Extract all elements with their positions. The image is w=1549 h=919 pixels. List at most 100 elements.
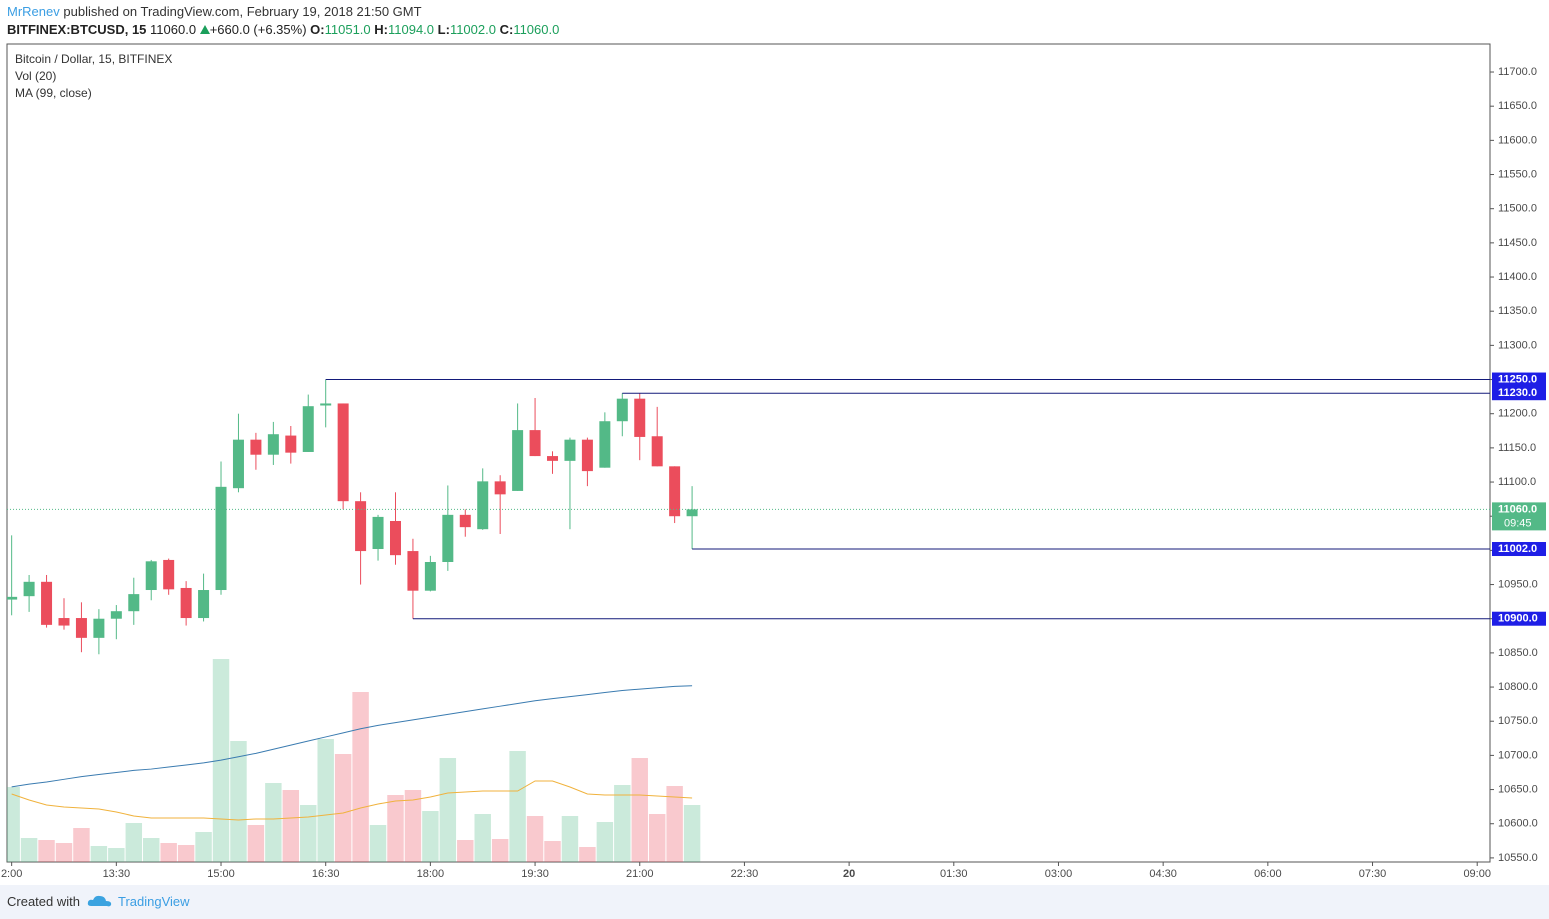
y-tick-label: 10950.0 — [1498, 578, 1538, 590]
candle-body — [494, 481, 506, 495]
volume-bar — [300, 805, 317, 862]
volume-pane — [7, 659, 701, 862]
candle-body — [110, 611, 122, 619]
candle-body — [407, 551, 419, 591]
x-tick-label: 06:00 — [1254, 868, 1282, 880]
y-tick-label: 11650.0 — [1498, 100, 1537, 112]
volume-bar — [457, 840, 474, 862]
y-tick-label: 10600.0 — [1498, 818, 1538, 830]
last: 11060.0 — [150, 22, 197, 37]
candle-body — [686, 509, 698, 517]
low: 11002.0 — [449, 22, 496, 37]
candle-body — [145, 561, 157, 591]
candle-body — [442, 514, 454, 562]
level-tag — [1492, 386, 1546, 401]
y-tick-label: 11500.0 — [1498, 203, 1537, 215]
y-tick-label: 11700.0 — [1498, 66, 1537, 78]
volume-bar — [160, 843, 177, 862]
x-tick-label: 04:30 — [1149, 868, 1177, 880]
volume-bar — [422, 811, 439, 862]
volume-bar — [648, 814, 666, 862]
candle-body — [372, 516, 384, 550]
x-tick-label: 19:30 — [521, 868, 549, 880]
y-tick-label: 11350.0 — [1498, 305, 1537, 317]
x-tick-label: 22:30 — [731, 868, 759, 880]
y-tick-label: 10650.0 — [1498, 783, 1538, 795]
candle-body — [355, 501, 367, 552]
symbol-line: BITFINEX:BTCUSD, 15 11060.0 +660.0 (+6.3… — [7, 22, 559, 37]
candle-body — [7, 596, 18, 600]
x-tick-label: 2:00 — [1, 868, 22, 880]
footer-text: Created with — [7, 894, 80, 909]
level-label: 11230.0 — [1498, 387, 1537, 399]
volume-bar — [143, 838, 160, 862]
candle-body — [250, 439, 262, 455]
volume-bar — [491, 839, 509, 862]
legend-ma: MA (99, close) — [15, 86, 92, 100]
candle-body — [581, 439, 593, 472]
candle-body — [564, 439, 576, 461]
volume-bar — [195, 832, 212, 862]
candle-body — [58, 618, 70, 626]
header-line: MrRenev published on TradingView.com, Fe… — [7, 4, 422, 19]
volume-bar — [596, 822, 614, 862]
volume-bar — [474, 814, 491, 862]
price-pane — [7, 379, 1490, 788]
y-tick-label: 11150.0 — [1498, 442, 1536, 454]
o-label: O: — [310, 22, 325, 37]
volume-bar — [247, 825, 265, 862]
candle-body — [320, 403, 332, 406]
x-tick-label: 09:00 — [1463, 868, 1491, 880]
candle-body — [337, 403, 349, 502]
volume-bar — [526, 816, 544, 862]
candle-body — [477, 481, 489, 530]
candle-body — [669, 466, 681, 517]
y-tick-label: 10850.0 — [1498, 647, 1538, 659]
candle-body — [75, 618, 87, 638]
published: published on TradingView.com, February 1… — [63, 4, 422, 19]
candle-body — [23, 581, 35, 597]
candle-body — [529, 430, 541, 457]
volume-bar — [404, 790, 422, 862]
up-arrow — [199, 25, 210, 34]
ma-line — [11, 685, 693, 788]
volume-bar — [108, 848, 125, 862]
candle-body — [599, 421, 611, 468]
candle-body — [163, 559, 175, 590]
x-tick-label: 03:00 — [1045, 868, 1073, 880]
level-tag — [1492, 542, 1546, 557]
candle-body — [41, 581, 53, 625]
axes: 2:00 13:30 15:00 16:30 18:00 19:30 21:00 22:30 2… — [1, 66, 1546, 880]
volume-bar — [544, 841, 561, 862]
symbol: BITFINEX:BTCUSD, 15 — [7, 22, 147, 37]
volume-bar — [579, 847, 596, 862]
x-tick-label: 15:00 — [207, 868, 235, 880]
x-tick-label: 07:30 — [1359, 868, 1387, 880]
volume-bar — [369, 825, 387, 862]
l-label: L: — [437, 22, 450, 37]
level-tag — [1492, 611, 1546, 626]
volume-bar — [73, 828, 90, 862]
candle-body — [302, 406, 314, 452]
chart: 2:00 13:30 15:00 16:30 18:00 19:30 21:00 22:30 2… — [1, 43, 1546, 880]
volume-bar — [90, 846, 108, 862]
y-tick-label: 11550.0 — [1498, 168, 1537, 180]
h-label: H: — [374, 22, 388, 37]
footer-brand[interactable]: TradingView — [118, 894, 190, 909]
candle-body — [215, 486, 227, 591]
level-tag — [1492, 372, 1546, 387]
volume-bar — [509, 751, 526, 862]
footer: Created with TradingView — [0, 885, 1549, 919]
volume-bar — [7, 787, 20, 862]
logo — [87, 895, 112, 907]
author[interactable]: MrRenev — [7, 4, 60, 19]
volume-bar — [55, 843, 73, 862]
c-label: C: — [499, 22, 514, 37]
y-tick-label: 11600.0 — [1498, 134, 1537, 146]
y-tick-label: 11200.0 — [1498, 408, 1537, 420]
volume-bar — [20, 838, 38, 862]
level-label: 11002.0 — [1498, 543, 1537, 555]
candle-body — [512, 430, 524, 491]
volume-bar — [352, 692, 369, 862]
